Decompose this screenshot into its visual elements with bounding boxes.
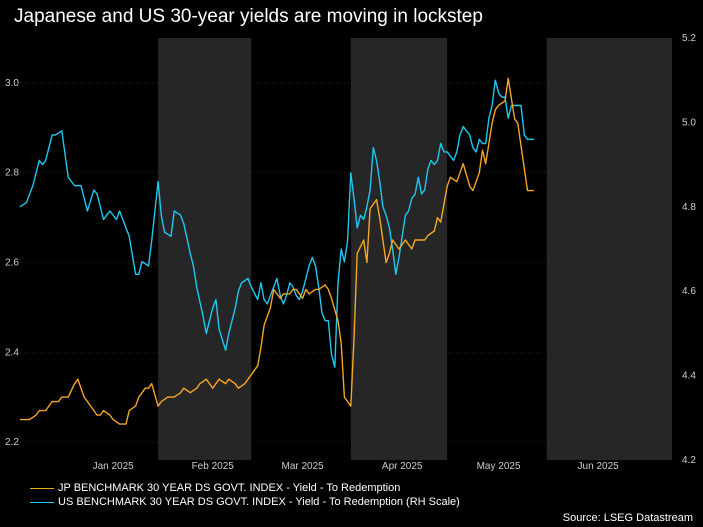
left-tick-label: 2.8 [5, 168, 19, 179]
left-tick-label: 2.2 [5, 437, 19, 448]
x-tick-label: May 2025 [477, 461, 521, 472]
legend-item-jp: JP BENCHMARK 30 YEAR DS GOVT. INDEX - Yi… [30, 481, 460, 495]
x-tick-label: Jan 2025 [93, 461, 135, 472]
right-tick-label: 5.0 [682, 117, 696, 128]
left-axis-ticks: 2.2 2.4 2.6 2.8 3.0 [5, 78, 19, 448]
shaded-bands [158, 38, 672, 460]
gridlines [20, 82, 672, 443]
shaded-band-2 [546, 38, 672, 460]
legend-swatch-jp [30, 487, 54, 489]
shaded-band-0 [158, 38, 252, 460]
legend: JP BENCHMARK 30 YEAR DS GOVT. INDEX - Yi… [30, 481, 460, 509]
jp-yield-line [20, 77, 534, 425]
legend-item-us: US BENCHMARK 30 YEAR DS GOVT. INDEX - Yi… [30, 495, 460, 509]
legend-swatch-us [30, 501, 54, 503]
x-tick-label: Mar 2025 [282, 461, 325, 472]
source-note: Source: LSEG Datastream [562, 512, 693, 524]
right-tick-label: 4.8 [682, 202, 696, 213]
legend-label-jp: JP BENCHMARK 30 YEAR DS GOVT. INDEX - Yi… [58, 482, 401, 494]
right-tick-label: 4.2 [682, 455, 696, 466]
left-tick-label: 2.6 [5, 257, 19, 268]
left-tick-label: 2.4 [5, 347, 19, 358]
chart-title: Japanese and US 30-year yields are movin… [14, 6, 483, 27]
right-tick-label: 4.4 [682, 371, 696, 382]
x-tick-label: Feb 2025 [192, 461, 235, 472]
legend-label-us: US BENCHMARK 30 YEAR DS GOVT. INDEX - Yi… [58, 496, 460, 508]
right-tick-label: 4.6 [682, 286, 696, 297]
left-tick-label: 3.0 [5, 78, 19, 89]
x-tick-label: Apr 2025 [382, 461, 423, 472]
x-axis-ticks: Jan 2025 Feb 2025 Mar 2025 Apr 2025 May 2025… [93, 461, 620, 472]
right-axis-ticks: 4.2 4.4 4.6 4.8 5.0 5.2 [682, 33, 696, 466]
series-lines [19, 77, 534, 425]
x-tick-label: Jun 2025 [578, 461, 620, 472]
right-tick-label: 5.2 [682, 33, 696, 44]
us-yield-line [19, 79, 534, 368]
